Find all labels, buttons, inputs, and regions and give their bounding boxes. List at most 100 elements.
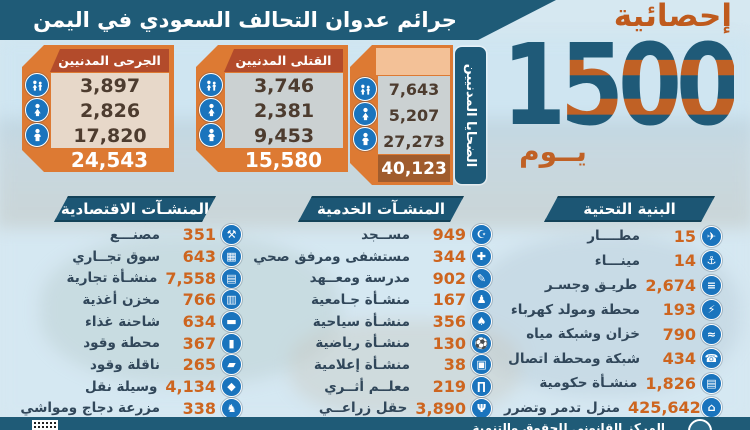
food-warehouse-icon: ▥ (221, 289, 242, 311)
killed-children-value: 3,746 (253, 74, 315, 97)
section-rows: ☪ 949 مســجد ✚ 344 مستشفى ومرفق صحي ✎ 902 مدرس… (253, 224, 492, 420)
stat-value: 902 (432, 268, 466, 288)
table-body: 3,897 2,826 17,820 (51, 73, 169, 148)
stat-value: 643 (182, 247, 216, 267)
fuel-tanker-icon: ▰ (221, 354, 242, 376)
section-rows: ⚒ 351 مصنـــع ▦ 643 سوق تجــاري ▤ 7,558 منشـأة… (18, 224, 242, 419)
stat-value: 130 (432, 333, 466, 353)
org-logo-icon (688, 419, 712, 430)
stat-value: 38 (443, 355, 466, 375)
stat-value: 193 (662, 300, 696, 320)
stat-label: خزان وشبكة مياه (526, 326, 640, 343)
anchor-icon: ⚓ (701, 250, 722, 272)
stat-value: 4,134 (165, 377, 216, 397)
phone-icon: ☎ (701, 348, 722, 370)
monument-icon: ∏ (471, 376, 492, 398)
section-economic-facilities: المنشـآت الاقتصادية ⚒ 351 مصنـــع ▦ 643 سوق … (18, 196, 242, 419)
stat-row: ▦ 643 سوق تجــاري (18, 246, 242, 268)
university-icon: ♟ (471, 289, 492, 311)
stat-label: مستشفى ومرفق صحي (253, 248, 410, 265)
table-row: 7,643 (378, 80, 450, 99)
stat-row: Ψ 3,890 حقل زراعــي (268, 397, 492, 420)
stat-label: سوق تجــاري (72, 248, 160, 265)
table-header: القتلى المدنيين (224, 49, 343, 72)
victims-total-value: 40,123 (378, 155, 450, 182)
woman-icon (199, 98, 223, 122)
section-title: البنية التحتية (583, 200, 676, 218)
stat-row: ⚡ 193 محطة ومولد كهرباء (500, 298, 722, 323)
stat-row: ▥ 766 مخزن أغذية (18, 289, 242, 311)
section-title: المنشـآت الخدمية (316, 200, 446, 218)
tourism-icon: ♠ (471, 311, 492, 333)
stat-row: ∏ 219 معلــم أثــري (268, 376, 492, 398)
stat-label: شاحنة غذاء (84, 313, 160, 330)
stat-label: منشـأة سياحية (312, 313, 410, 330)
stat-label: مســجد (361, 226, 410, 243)
stat-row: ⚽ 130 منشـأة رياضية (268, 332, 492, 354)
wounded-men-value: 17,820 (73, 124, 147, 147)
section-title-ribbon: البنية التحتية (544, 196, 715, 222)
stat-value: 634 (182, 312, 216, 332)
section-infrastructure: البنية التحتية ✈ 15 مطــــار ⚓ 14 مينـــاء ≡… (500, 196, 722, 420)
stat-label: مينـــاء (594, 252, 640, 269)
shop-icon: ▤ (221, 267, 242, 289)
stat-value: 14 (673, 251, 696, 271)
stat-row: ◆ 4,134 وسيلة نقل (18, 376, 242, 398)
mosque-icon: ☪ (471, 224, 492, 246)
water-icon: ≈ (701, 323, 722, 345)
table-row: 2,826 (51, 100, 169, 122)
stat-row: ♟ 167 منشـأة جـامعية (268, 289, 492, 311)
stat-label: منشـأة جـامعية (310, 291, 410, 308)
stat-value: 356 (432, 312, 466, 332)
table-row: 3,897 (51, 75, 169, 97)
source-name: المركز القانوني للحقوق والتنمية (472, 421, 665, 430)
stat-row: ♠ 356 منشـأة سياحية (268, 311, 492, 333)
background-map-shape (40, 235, 340, 385)
section-title: المنشـآت الاقتصادية (60, 200, 210, 218)
row-icons (24, 73, 50, 147)
background-cityscape (470, 235, 740, 395)
table-killed-civilians: القتلى المدنيين 3,746 2,381 9,453 15,580 (196, 45, 348, 172)
vehicle-icon: ◆ (221, 376, 242, 398)
stat-row: ▰ 265 ناقلة وقود (18, 354, 242, 376)
man-icon (199, 123, 223, 147)
victims-men-value: 27,273 (383, 131, 445, 151)
days-word: يــوم (519, 135, 587, 168)
stat-label: مدرسة ومعــهد (309, 270, 410, 287)
stat-value: 790 (662, 324, 696, 344)
woman-icon (25, 98, 49, 122)
man-icon (25, 123, 49, 147)
stat-value: 1,826 (645, 373, 696, 393)
table-header: الجرحى المدنيين (50, 49, 169, 72)
victims-women-value: 5,207 (388, 105, 440, 125)
stat-label: محطة ومولد كهرباء (510, 301, 640, 318)
qr-code (32, 420, 58, 430)
stat-label: معلــم أثــري (324, 378, 410, 395)
stat-row: ☪ 949 مســجد (268, 224, 492, 246)
stat-value: 338 (182, 398, 216, 418)
children-icon (25, 73, 49, 97)
stat-row: ☎ 434 شبكة ومحطة اتصال (500, 347, 722, 372)
title-banner: جرائم عدوان التحالف السعودي في اليمن (0, 0, 556, 40)
table-row: 5,207 (378, 106, 450, 125)
table-row: 2,381 (225, 100, 343, 122)
fuel-station-icon: ▮ (221, 332, 242, 354)
stat-row: ≈790 خزان وشبكة مياه (500, 322, 722, 347)
stat-label: ناقلة وقود (90, 356, 160, 373)
stat-value: 344 (432, 247, 466, 267)
woman-icon (353, 102, 377, 126)
government-icon: ▤ (701, 372, 722, 394)
house-icon: ⌂ (701, 397, 722, 419)
table-body: 7,643 5,207 27,273 (378, 76, 450, 154)
stat-label: مصنـــع (109, 226, 160, 243)
hospital-icon: ✚ (471, 246, 492, 268)
stat-label: منشـأة حكومية (539, 375, 638, 392)
stat-label: شبكة ومحطة اتصال (508, 350, 640, 367)
school-icon: ✎ (471, 267, 492, 289)
market-icon: ▦ (221, 246, 242, 268)
children-icon (199, 73, 223, 97)
stat-label: منزل تدمر وتضرر (504, 399, 620, 416)
stat-value: 2,674 (645, 275, 696, 295)
wounded-children-value: 3,897 (79, 74, 141, 97)
stat-value: 3,890 (415, 398, 466, 418)
